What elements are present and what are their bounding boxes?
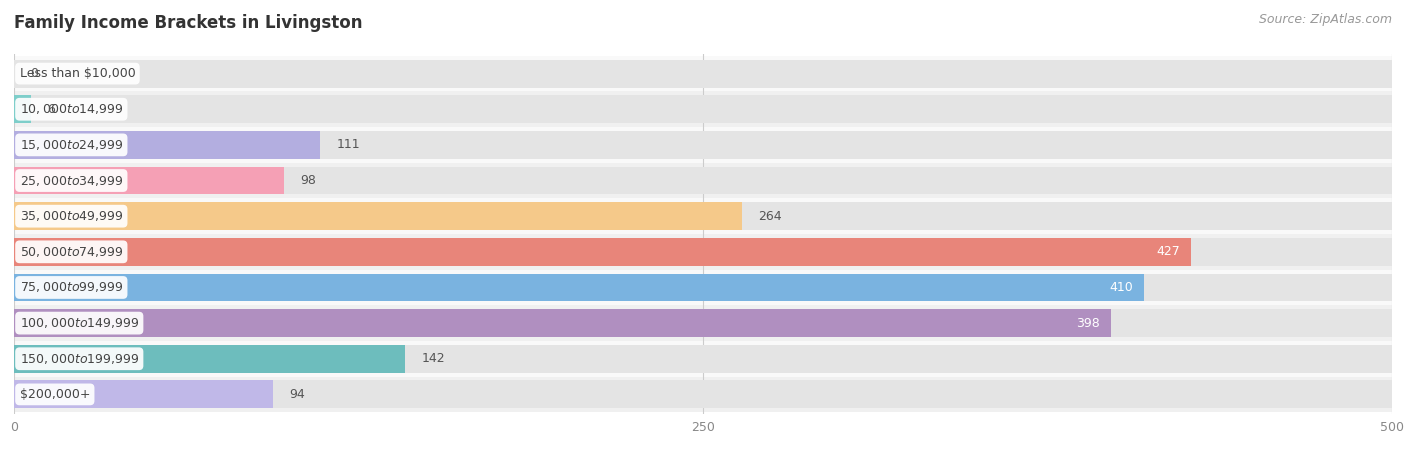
Bar [14, 131, 1392, 159]
Text: Family Income Brackets in Livingston: Family Income Brackets in Livingston [14, 14, 363, 32]
Bar [14, 377, 1392, 412]
Bar [14, 202, 1392, 230]
Text: 142: 142 [422, 352, 446, 365]
Text: 98: 98 [301, 174, 316, 187]
Bar [14, 95, 1392, 123]
Text: $100,000 to $149,999: $100,000 to $149,999 [20, 316, 139, 330]
Text: Source: ZipAtlas.com: Source: ZipAtlas.com [1258, 14, 1392, 27]
Text: $10,000 to $14,999: $10,000 to $14,999 [20, 102, 124, 116]
Text: 264: 264 [758, 210, 782, 223]
Text: $35,000 to $49,999: $35,000 to $49,999 [20, 209, 124, 223]
Text: $50,000 to $74,999: $50,000 to $74,999 [20, 245, 124, 259]
Bar [14, 274, 1144, 302]
Bar [14, 234, 1392, 270]
Text: 427: 427 [1156, 245, 1180, 258]
Bar [14, 127, 1392, 163]
Bar [14, 166, 1392, 194]
Text: 398: 398 [1076, 317, 1099, 329]
Bar [14, 163, 1392, 198]
Text: 94: 94 [290, 388, 305, 401]
Bar [14, 309, 1111, 337]
Bar [14, 91, 1392, 127]
Bar [14, 270, 1392, 305]
Text: $200,000+: $200,000+ [20, 388, 90, 401]
Bar [14, 274, 1392, 302]
Bar [14, 166, 284, 194]
Bar [14, 341, 1392, 377]
Bar [14, 381, 273, 408]
Text: 410: 410 [1109, 281, 1133, 294]
Text: Less than $10,000: Less than $10,000 [20, 67, 135, 80]
Text: 111: 111 [336, 139, 360, 151]
Bar [14, 238, 1392, 266]
Bar [14, 131, 321, 159]
Text: 0: 0 [31, 67, 38, 80]
Bar [14, 56, 1392, 91]
Bar [14, 95, 31, 123]
Text: $15,000 to $24,999: $15,000 to $24,999 [20, 138, 124, 152]
Text: 6: 6 [48, 103, 55, 116]
Bar [14, 202, 741, 230]
Bar [14, 60, 1392, 87]
Bar [14, 345, 1392, 373]
Bar [14, 198, 1392, 234]
Bar [14, 238, 1191, 266]
Text: $75,000 to $99,999: $75,000 to $99,999 [20, 280, 124, 294]
Bar [14, 305, 1392, 341]
Bar [14, 345, 405, 373]
Bar [14, 309, 1392, 337]
Text: $150,000 to $199,999: $150,000 to $199,999 [20, 352, 139, 366]
Bar [14, 381, 1392, 408]
Text: $25,000 to $34,999: $25,000 to $34,999 [20, 174, 124, 188]
